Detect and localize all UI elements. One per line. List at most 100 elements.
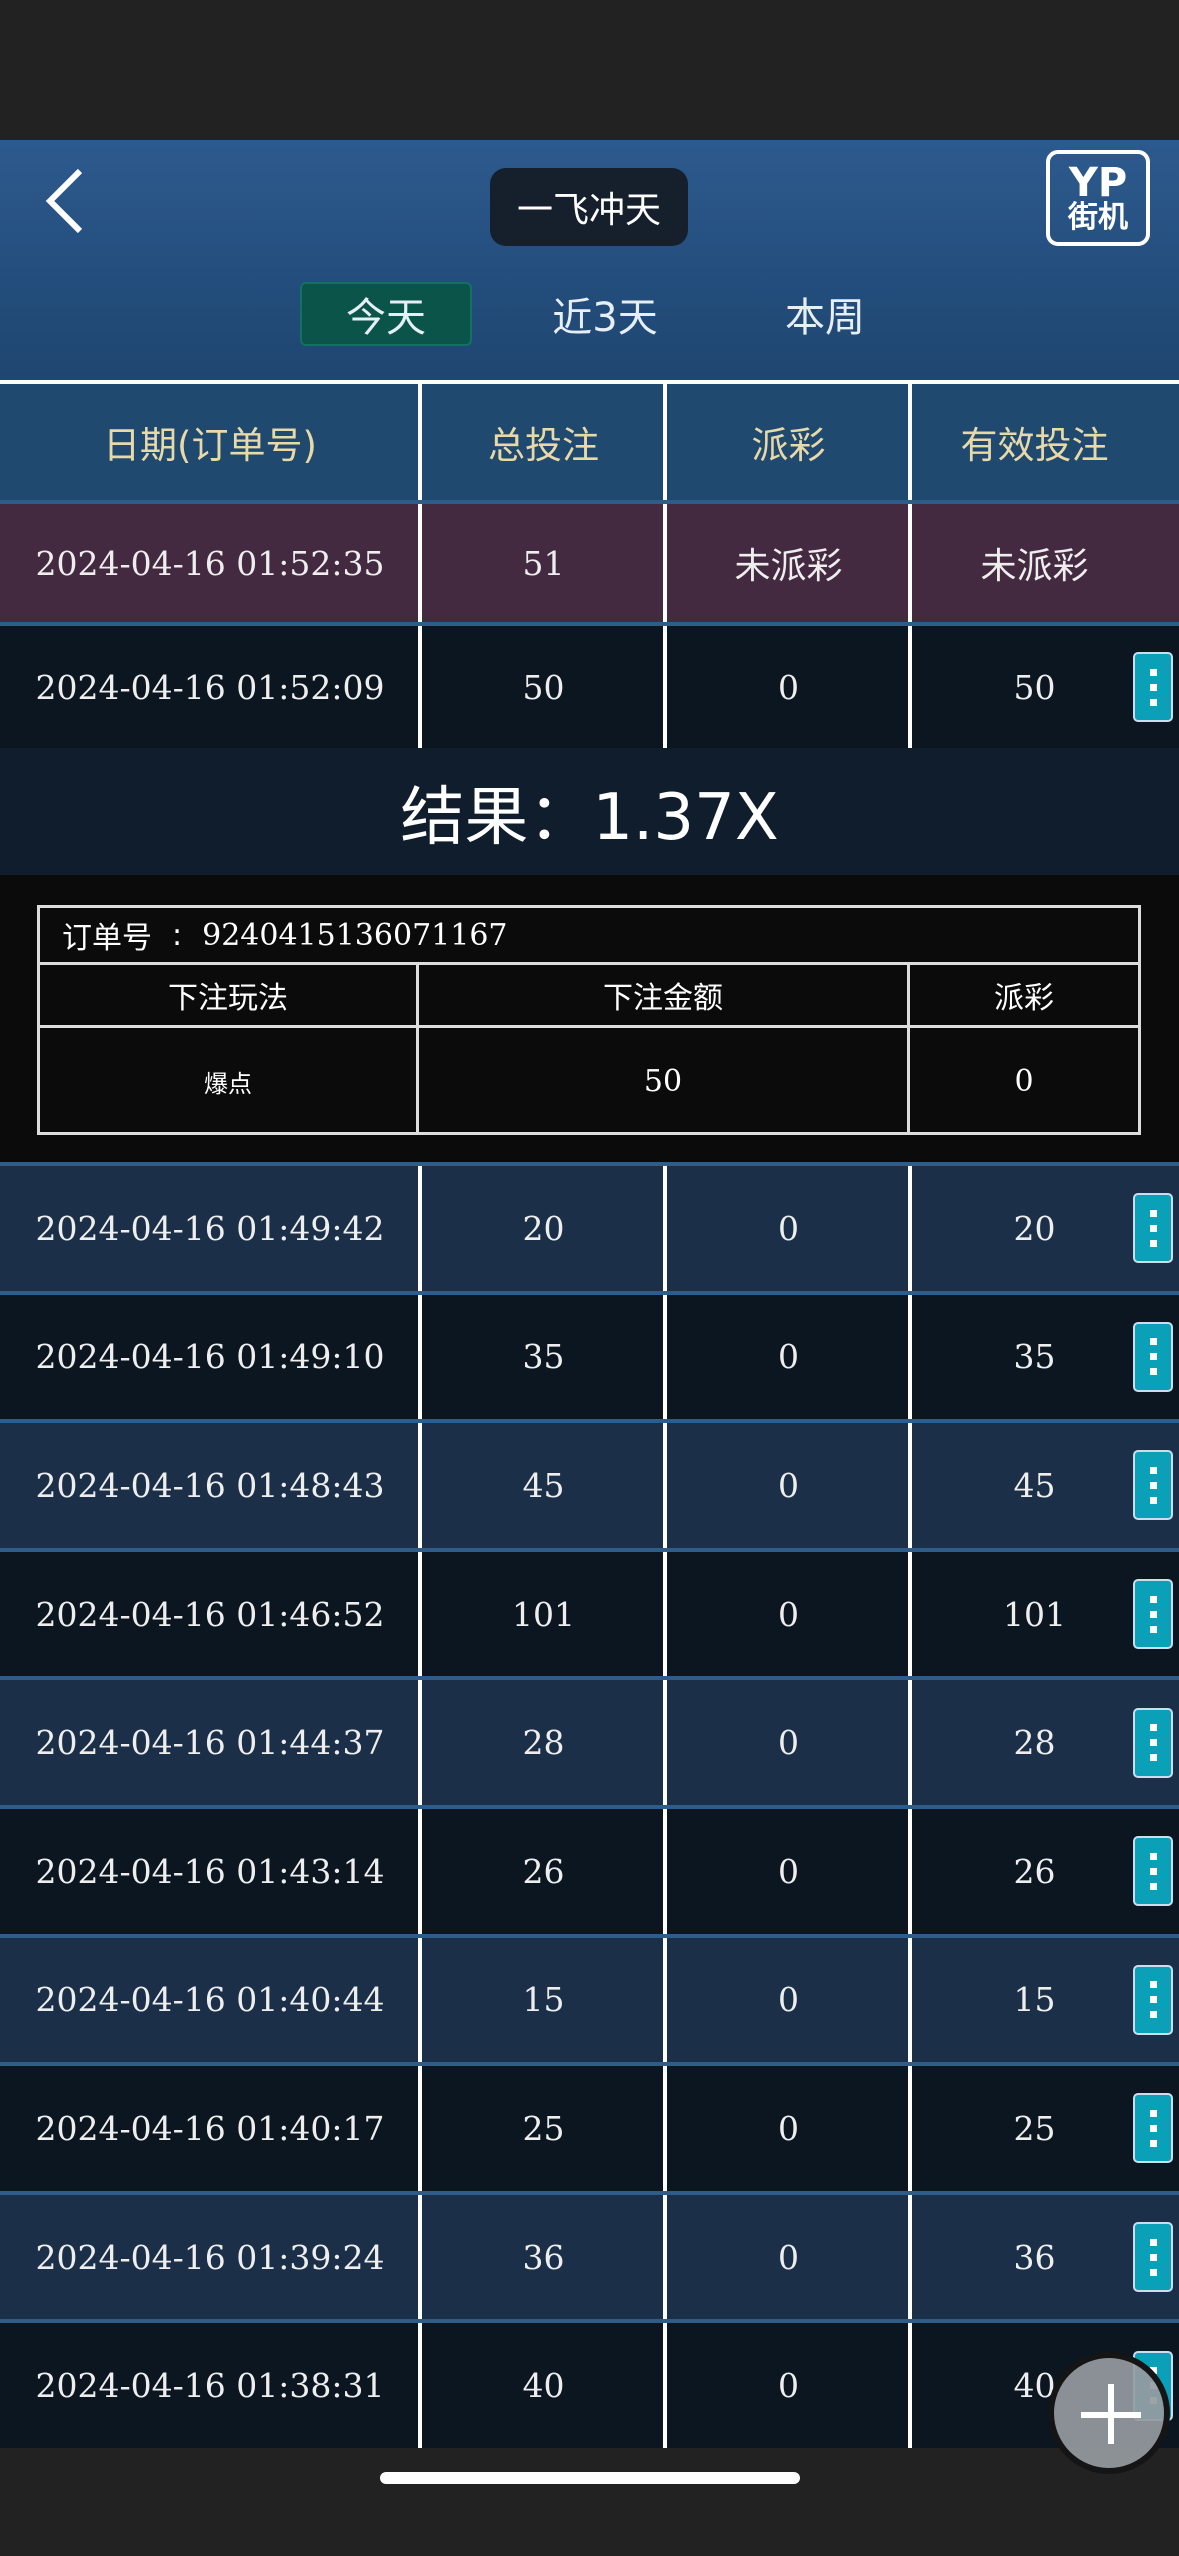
column-divider: [418, 1423, 422, 1548]
row-menu-button[interactable]: [1133, 1450, 1173, 1521]
column-divider: [908, 1809, 912, 1934]
column-divider: [908, 1423, 912, 1548]
dot: [1149, 1595, 1157, 1603]
column-divider: [663, 626, 667, 748]
row-menu-button[interactable]: [1133, 2093, 1173, 2164]
table-row[interactable]: 2024-04-16 01:46:52 101 0 101: [0, 1547, 1179, 1677]
dot: [1149, 1739, 1157, 1747]
table-row[interactable]: 2024-04-16 01:52:09 50 0 50: [0, 622, 1179, 748]
cell-bet: 25: [522, 2108, 565, 2148]
detail-col-play: 下注玩法: [168, 981, 288, 1016]
column-divider: [418, 1680, 422, 1805]
column-divider: [908, 2194, 912, 2320]
column-divider: [418, 384, 422, 500]
cell-payout: 0: [778, 667, 799, 707]
tab-today[interactable]: 今天: [300, 282, 472, 346]
dot: [1149, 1724, 1157, 1732]
column-divider: [663, 2323, 667, 2448]
row-menu-button[interactable]: [1133, 652, 1173, 722]
table-row[interactable]: 2024-04-16 01:44:37 28 0 28: [0, 1676, 1179, 1805]
column-divider: [663, 384, 667, 500]
column-divider: [908, 1294, 912, 1420]
yp-logo: YP 街机: [1046, 150, 1150, 246]
cell-valid: 未派彩: [980, 546, 1089, 587]
column-divider: [663, 1423, 667, 1548]
chevron-left-icon: [45, 168, 83, 234]
cell-bet: 36: [522, 2237, 565, 2277]
cell-bet: 26: [522, 1851, 565, 1891]
cell-date: 2024-04-16 01:38:31: [35, 2366, 385, 2406]
dot: [1149, 2268, 1157, 2276]
dot: [1149, 683, 1157, 691]
dot: [1149, 668, 1157, 676]
table-row[interactable]: 2024-04-16 01:39:24 36 0 36: [0, 2190, 1179, 2320]
dot: [1149, 1224, 1157, 1232]
row-menu-button[interactable]: [1133, 1964, 1173, 2035]
cell-date: 2024-04-16 01:43:14: [35, 1851, 385, 1891]
cell-bet: 40: [522, 2366, 565, 2406]
cell-date: 2024-04-16 01:52:35: [35, 543, 385, 583]
cell-payout: 0: [778, 1723, 799, 1763]
column-divider: [418, 1551, 422, 1677]
table-row[interactable]: 2024-04-16 01:38:31 40 0 40: [0, 2319, 1179, 2448]
table-row[interactable]: 2024-04-16 01:40:17 25 0 25: [0, 2062, 1179, 2191]
order-separator: :: [172, 917, 183, 953]
column-divider: [663, 1937, 667, 2063]
table-row[interactable]: 2024-04-16 01:43:14 26 0 26: [0, 1805, 1179, 1934]
dot: [1149, 1496, 1157, 1504]
table-row[interactable]: 2024-04-16 01:40:44 15 0 15: [0, 1933, 1179, 2063]
row-menu-button[interactable]: [1133, 1193, 1173, 1264]
row-menu-button[interactable]: [1133, 1579, 1173, 1650]
cell-bet: 20: [522, 1208, 565, 1248]
dot: [1149, 2011, 1157, 2019]
row-menu-button[interactable]: [1133, 2222, 1173, 2293]
row-menu-button[interactable]: [1133, 1836, 1173, 1907]
cell-valid: 50: [1013, 667, 1056, 707]
cell-valid: 28: [1013, 1723, 1056, 1763]
column-divider: [418, 2323, 422, 2448]
column-divider: [663, 2066, 667, 2191]
cell-bet: 50: [522, 667, 565, 707]
cell-bet: 28: [522, 1723, 565, 1763]
cell-payout: 0: [778, 1337, 799, 1377]
cell-valid: 36: [1013, 2237, 1056, 2277]
column-divider: [908, 504, 912, 622]
dot: [1149, 1239, 1157, 1247]
dot: [1149, 1996, 1157, 2004]
column-divider: [908, 1551, 912, 1677]
back-button[interactable]: [40, 165, 100, 235]
table-header: 日期(订单号) 总投注 派彩 有效投注: [0, 380, 1179, 500]
column-divider: [663, 1809, 667, 1934]
column-divider: [418, 1809, 422, 1934]
home-indicator[interactable]: [380, 2472, 800, 2484]
detail-amount-value: 50: [643, 1064, 683, 1099]
dot: [1149, 2238, 1157, 2246]
row-menu-button[interactable]: [1133, 1321, 1173, 1392]
column-divider: [663, 2194, 667, 2320]
column-divider: [908, 1166, 912, 1291]
row-menu-button[interactable]: [1133, 1707, 1173, 1778]
cell-date: 2024-04-16 01:49:42: [35, 1208, 385, 1248]
table-row[interactable]: 2024-04-16 01:49:10 35 0 35: [0, 1290, 1179, 1420]
table-row[interactable]: 2024-04-16 01:48:43 45 0 45: [0, 1419, 1179, 1548]
cell-bet: 51: [522, 543, 565, 583]
tab-last-3-days[interactable]: 近3天: [552, 295, 658, 341]
dot: [1149, 1209, 1157, 1217]
cell-payout: 0: [778, 2366, 799, 2406]
table-row[interactable]: 2024-04-16 01:49:42 20 0 20: [0, 1162, 1179, 1291]
column-divider: [663, 1551, 667, 1677]
order-detail-panel: 订单号 : 9240415136071167 下注玩法 下注金额 派彩 爆点 5…: [0, 875, 1179, 1162]
dot: [1149, 1338, 1157, 1346]
dot: [1149, 2109, 1157, 2117]
column-divider: [663, 1294, 667, 1420]
column-divider: [663, 1166, 667, 1291]
result-multiplier: 结果：1.37X: [0, 748, 1179, 875]
add-button[interactable]: [1048, 2352, 1170, 2474]
cell-date: 2024-04-16 01:52:09: [35, 667, 385, 707]
detail-payout-value: 0: [1014, 1064, 1034, 1099]
tab-this-week[interactable]: 本周: [785, 295, 865, 341]
detail-col-amount: 下注金额: [603, 981, 723, 1016]
table-row[interactable]: 2024-04-16 01:52:35 51 未派彩 未派彩: [0, 500, 1179, 622]
dot: [1149, 698, 1157, 706]
dot: [1149, 1466, 1157, 1474]
